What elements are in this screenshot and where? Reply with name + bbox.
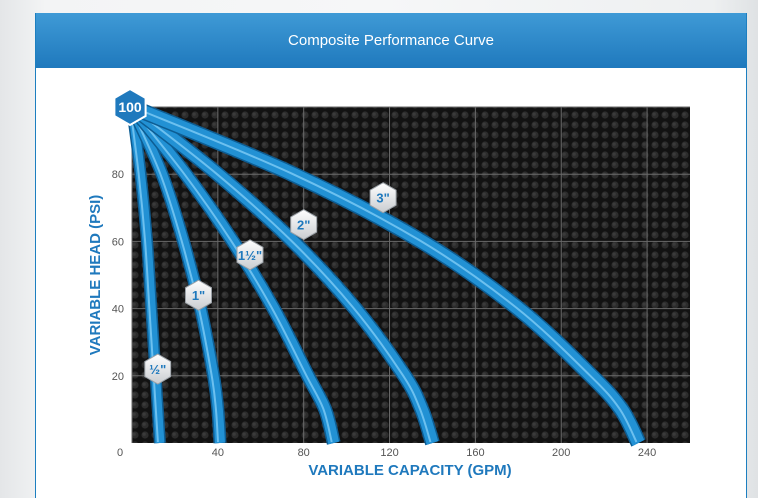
grid-lines [131,106,690,443]
size-badges: ½" 1" 1½" 2" 3" [144,182,397,385]
y-tick-label: 80 [112,169,124,181]
hexagon-shape [144,353,172,385]
series-line [127,103,340,445]
hexagon-shape [236,239,264,271]
max-head-badge: 100 [113,87,147,127]
x-axis-title: VARIABLE CAPACITY (GPM) [308,462,511,479]
series-label: 2" [297,218,310,233]
hexagon-shape [185,279,212,311]
series-line [127,106,165,444]
x-tick-label: 160 [466,447,484,459]
size-badge: 1½" [236,239,264,271]
series-line-highlight [129,105,638,443]
y-axis-title: VARIABLE HEAD (PSI) [87,195,104,356]
x-tick-label: 120 [380,447,398,459]
x-tick-labels: 0 40 80 120 160 200 240 [117,447,656,459]
series-label: 3" [376,191,389,206]
series-label: 1½" [238,248,262,263]
x-tick-label: 80 [298,447,310,459]
x-tick-label: 40 [212,447,224,459]
series-line-highlight [129,105,333,443]
hexagon-shape [369,182,397,214]
curve-series [126,99,646,447]
hexagon-shape [113,87,147,127]
y-tick-label: 20 [112,371,124,383]
x-tick-label: 0 [117,447,123,459]
y-tick-label: 60 [112,236,124,248]
x-tick-label: 200 [552,447,570,459]
chart-header: Composite Performance Curve [36,13,746,68]
size-badge: 1" [185,279,212,311]
page-title: Composite Performance Curve [288,32,494,49]
series-label: ½" [149,362,166,377]
size-badge: 2" [290,209,318,241]
size-badge: ½" [144,353,172,385]
x-tick-label: 240 [638,447,656,459]
series-label: 1" [192,288,205,303]
hexagon-shape [290,209,318,241]
series-line-highlight [129,105,159,443]
series-line-highlight [129,105,432,443]
size-badge: 3" [369,182,397,214]
y-tick-label: 40 [112,304,124,316]
max-head-label: 100 [118,99,142,115]
y-tick-labels: 20 40 60 80 [112,169,124,383]
